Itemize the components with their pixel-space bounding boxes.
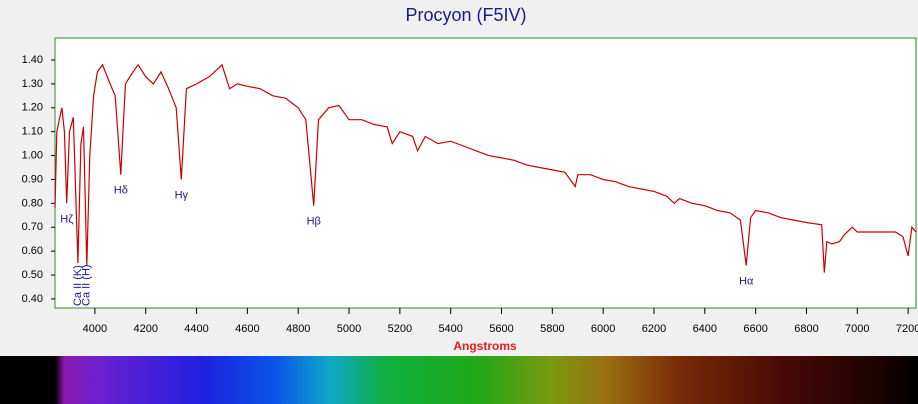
annotation: Hζ [60,213,73,225]
x-tick-label: 4400 [184,323,208,335]
annotation: Ca II (K) [72,265,84,306]
x-tick-label: 4000 [83,323,107,335]
x-tick-label: 5800 [540,323,564,335]
y-tick-label: 1.10 [22,126,43,138]
plot-area [54,37,917,309]
x-axis-label: Angstroms [453,339,517,353]
annotation: Hγ [175,189,189,201]
y-tick-label: 0.50 [22,269,43,281]
y-tick-label: 1.40 [22,54,43,66]
y-tick-label: 0.60 [22,245,43,257]
x-tick-label: 6000 [591,323,615,335]
x-tick-label: 5200 [388,323,412,335]
y-tick-label: 0.80 [22,197,43,209]
x-tick-label: 6800 [794,323,818,335]
spectrum-strip [0,356,918,404]
annotation: Ca II (H) [81,264,93,306]
x-tick-label: 5000 [337,323,361,335]
x-tick-label: 7000 [845,323,869,335]
y-tick-label: 0.90 [22,173,43,185]
chart-title: Procyon (F5IV) [405,5,526,25]
y-tick-label: 1.20 [22,102,43,114]
y-tick-label: 1.30 [22,78,43,90]
y-tick-label: 0.40 [22,293,43,305]
x-tick-label: 5400 [438,323,462,335]
y-tick-label: 0.70 [22,221,43,233]
annotation: Hβ [307,216,321,228]
annotation: Hδ [114,185,128,197]
annotation: Hα [739,275,754,287]
x-tick-label: 4800 [286,323,310,335]
x-tick-label: 6400 [693,323,717,335]
x-tick-label: 4200 [133,323,157,335]
spectrum-line [54,63,917,273]
x-tick-label: 4600 [235,323,259,335]
x-tick-label: 6600 [743,323,767,335]
y-tick-label: 1.00 [22,149,43,161]
x-tick-label: 6200 [642,323,666,335]
x-tick-label: 5600 [489,323,513,335]
x-tick-label: 7200 [896,323,918,335]
